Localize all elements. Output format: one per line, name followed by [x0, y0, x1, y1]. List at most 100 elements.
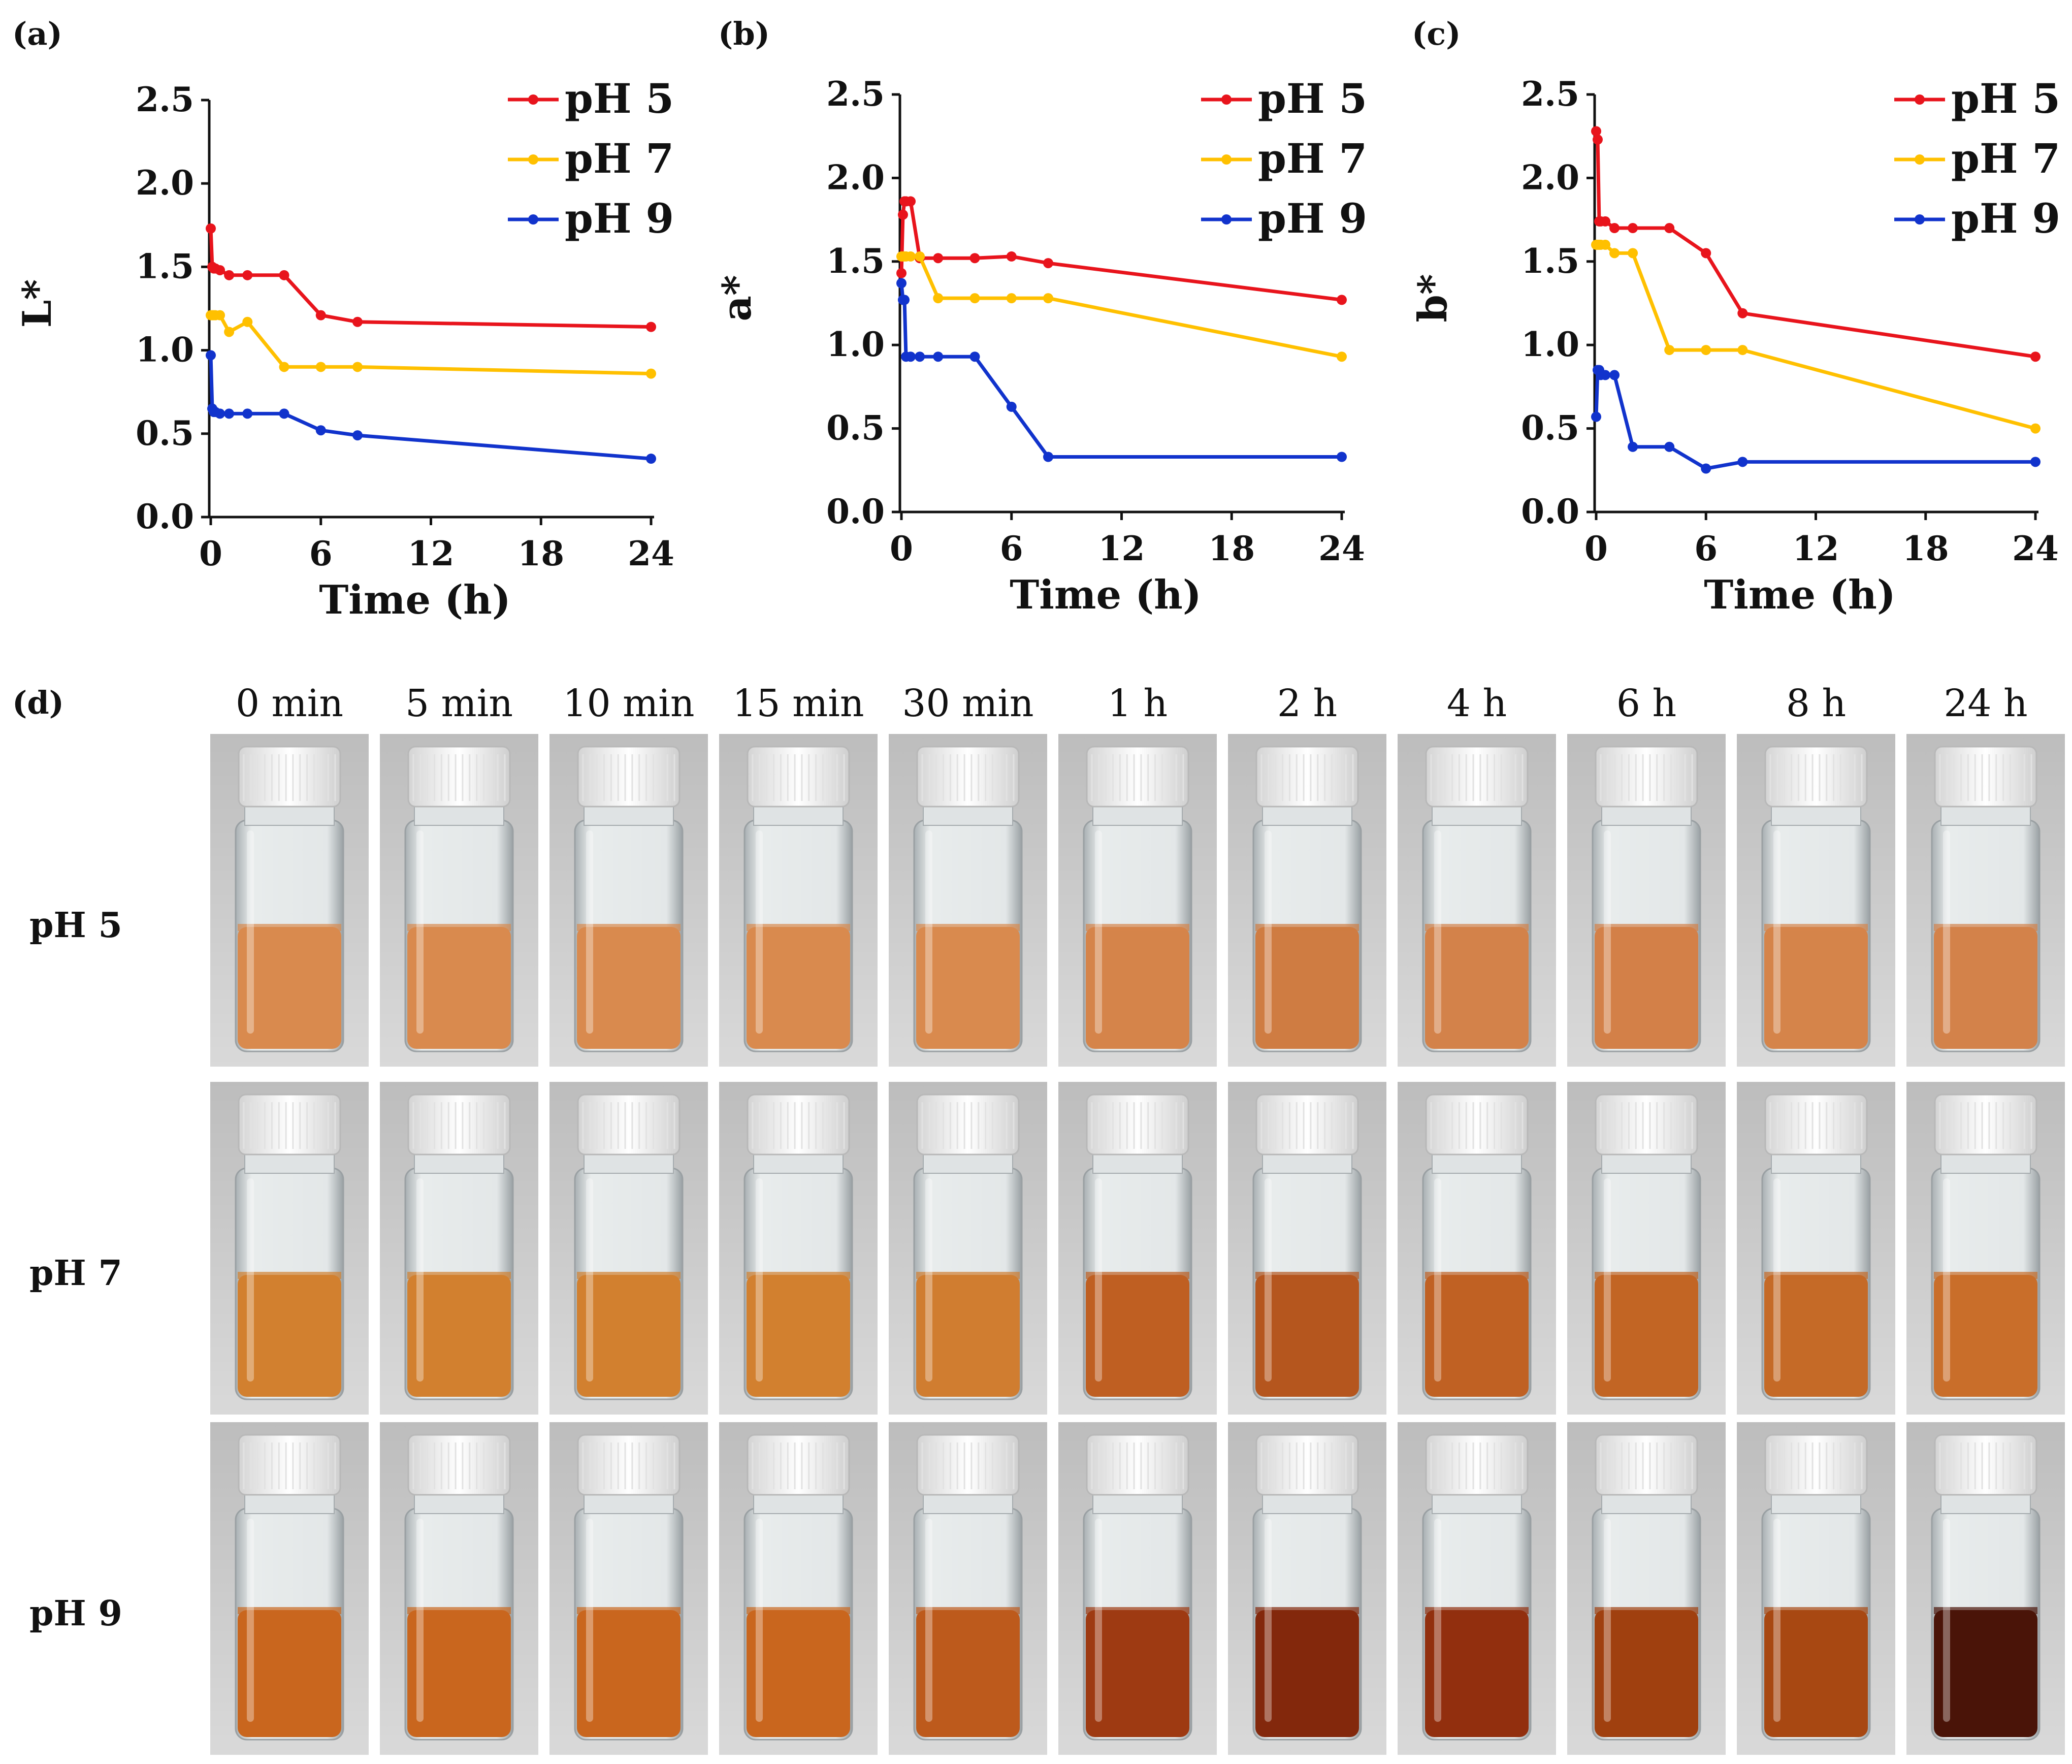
liquid-meniscus — [1764, 1607, 1868, 1614]
data-point — [896, 268, 906, 278]
y-tick-label: 2.5 — [136, 80, 194, 119]
data-point — [315, 425, 326, 436]
vial-cap — [1764, 1434, 1868, 1496]
vial-photo — [1567, 734, 1726, 1067]
glass-highlight — [1943, 830, 1950, 1034]
data-point — [215, 265, 225, 275]
liquid-meniscus — [747, 1607, 850, 1614]
x-tick-label: 6 — [309, 534, 333, 573]
glass-highlight — [247, 830, 254, 1034]
glass-highlight — [247, 1519, 254, 1722]
data-point — [1609, 370, 1620, 380]
liquid-meniscus — [1425, 1607, 1529, 1614]
vial-cap — [1764, 1094, 1868, 1156]
liquid-meniscus — [1934, 924, 2037, 931]
vial-photo — [719, 734, 878, 1067]
data-point — [1609, 248, 1620, 259]
vial-liquid — [238, 1275, 341, 1397]
vial-cap — [1255, 1094, 1359, 1156]
row-label: pH 5 — [29, 905, 122, 946]
vial-liquid — [238, 1610, 341, 1737]
liquid-meniscus — [1595, 1607, 1698, 1614]
vial-photo — [889, 1422, 1047, 1755]
liquid-meniscus — [238, 1272, 341, 1279]
vial-liquid — [1255, 1610, 1359, 1737]
data-point — [1701, 345, 1711, 356]
legend-marker — [1221, 154, 1232, 165]
vial-cap — [577, 746, 681, 808]
vial-photo — [380, 734, 538, 1067]
data-point — [646, 368, 656, 379]
data-point — [1609, 223, 1620, 234]
legend-marker — [1915, 154, 1925, 165]
data-point — [279, 270, 289, 280]
column-header: 2 h — [1277, 682, 1337, 725]
y-tick-label: 1.5 — [1521, 241, 1579, 281]
data-point — [905, 351, 916, 362]
data-point — [1591, 126, 1601, 137]
glass-highlight — [1773, 1178, 1780, 1382]
liquid-meniscus — [916, 1607, 1020, 1614]
glass-highlight — [756, 830, 763, 1034]
liquid-meniscus — [577, 1607, 681, 1614]
data-point — [1043, 258, 1053, 269]
glass-highlight — [1773, 1519, 1780, 1722]
vial-photo — [1228, 1082, 1386, 1415]
vial-cap — [747, 1434, 850, 1496]
y-tick-label: 1.5 — [136, 246, 194, 286]
column-header: 6 h — [1616, 682, 1676, 725]
series-line-ph-9 — [1594, 368, 2035, 470]
vial-cap — [916, 1434, 1020, 1496]
data-point — [1628, 441, 1638, 452]
vial-photo — [210, 734, 369, 1067]
vial-liquid — [1934, 927, 2037, 1049]
vial-cap — [1595, 1434, 1698, 1496]
glass-highlight — [1773, 830, 1780, 1034]
liquid-meniscus — [747, 1272, 850, 1279]
data-point — [2030, 351, 2041, 362]
vial-cap — [1595, 1094, 1698, 1156]
glass-highlight — [586, 1178, 593, 1382]
x-tick-label: 24 — [1318, 529, 1365, 568]
y-tick-label: 2.0 — [826, 157, 885, 197]
liquid-meniscus — [916, 924, 1020, 931]
glass-highlight — [416, 830, 424, 1034]
vial-photo — [889, 734, 1047, 1067]
x-tick-label: 24 — [2012, 529, 2059, 568]
legend-label: pH 9 — [1951, 195, 2060, 242]
panel-label-c: (c) — [1412, 15, 1461, 52]
y-tick-label: 0.0 — [826, 492, 885, 531]
data-point — [1043, 293, 1053, 304]
vial-liquid — [1255, 1275, 1359, 1397]
y-axis-label: b* — [1410, 274, 1456, 322]
data-point — [1006, 401, 1017, 412]
vial-photo — [1567, 1082, 1726, 1415]
vial-cap — [1764, 746, 1868, 808]
vial-photo — [549, 734, 708, 1067]
x-tick-label: 6 — [1000, 529, 1023, 568]
legend-label: pH 9 — [1258, 195, 1367, 242]
vial-liquid — [407, 1610, 511, 1737]
liquid-meniscus — [577, 924, 681, 931]
vial-cap — [238, 1434, 341, 1496]
vial-cap — [916, 746, 1020, 808]
vial-cap — [577, 1434, 681, 1496]
data-point — [933, 351, 944, 362]
x-tick-label: 18 — [1208, 529, 1255, 568]
vial-photo — [1228, 1422, 1386, 1755]
vial-liquid — [1764, 1275, 1868, 1397]
data-point — [1006, 251, 1017, 262]
data-point — [1600, 239, 1611, 250]
glass-highlight — [1095, 830, 1102, 1034]
vial-cap — [1086, 1434, 1189, 1496]
vial-photo — [719, 1422, 878, 1755]
vial-cap — [1934, 1434, 2037, 1496]
vial-liquid — [407, 927, 511, 1049]
vial-photo — [889, 1082, 1047, 1415]
data-point — [1701, 463, 1711, 474]
data-point — [1664, 345, 1675, 356]
data-point — [1628, 248, 1638, 259]
series-line-ph-5 — [209, 228, 652, 329]
liquid-meniscus — [1255, 924, 1359, 931]
liquid-meniscus — [1764, 1272, 1868, 1279]
